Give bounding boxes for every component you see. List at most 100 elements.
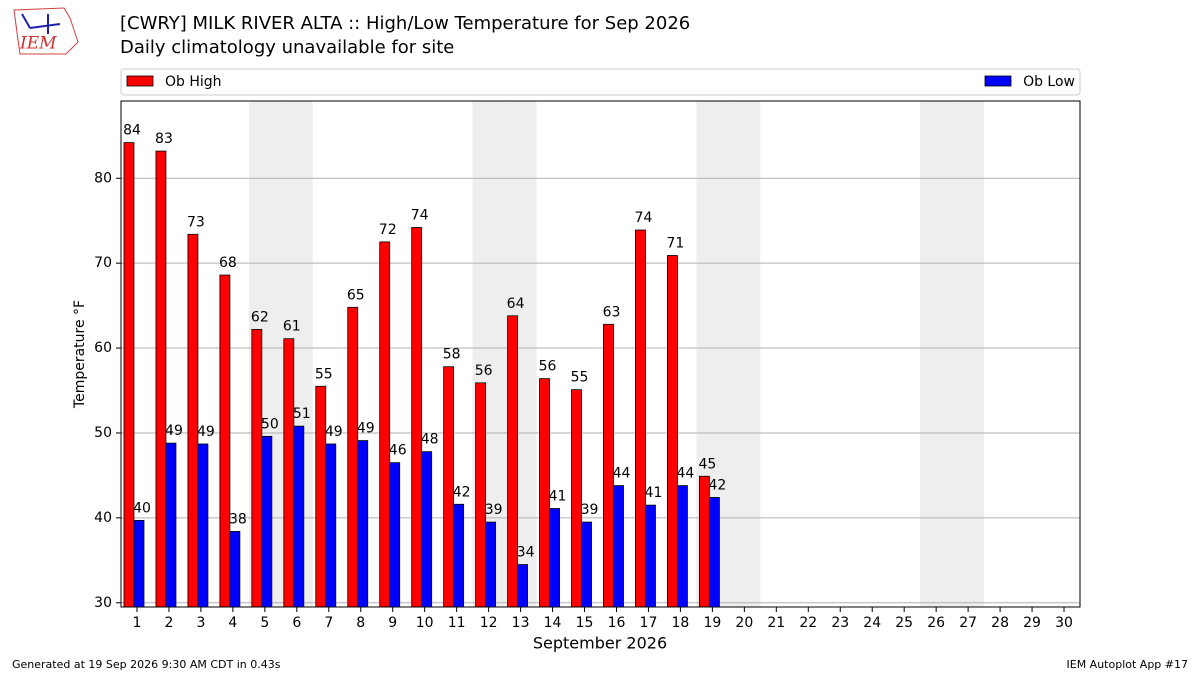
x-tick-label: 29 [1023, 615, 1041, 631]
value-label: 56 [539, 359, 557, 375]
legend-swatch [984, 75, 1012, 87]
x-tick-label: 4 [228, 615, 237, 631]
value-label: 62 [251, 309, 269, 325]
value-label: 83 [155, 131, 173, 147]
bar [581, 521, 592, 608]
bar [421, 451, 433, 608]
footer-left: Generated at 19 Sep 2026 9:30 AM CDT in … [12, 658, 281, 671]
legend-swatch [126, 75, 154, 87]
chart-title: [CWRY] MILK RIVER ALTA :: High/Low Tempe… [120, 13, 690, 34]
value-label: 44 [613, 466, 631, 482]
value-label: 39 [485, 502, 503, 518]
value-label: 74 [635, 210, 653, 226]
value-label: 39 [581, 502, 599, 518]
value-label: 42 [453, 484, 471, 500]
x-tick-label: 3 [196, 615, 205, 631]
y-tick-label: 80 [94, 170, 112, 186]
value-label: 49 [357, 421, 375, 437]
x-tick-label: 22 [799, 615, 817, 631]
bar [293, 425, 305, 608]
chart-subtitle: Daily climatology unavailable for site [120, 37, 454, 58]
x-tick-label: 18 [672, 615, 690, 631]
value-label: 41 [645, 485, 663, 501]
x-axis-label: September 2026 [533, 634, 667, 653]
bar [357, 440, 369, 608]
x-tick-label: 2 [164, 615, 173, 631]
value-label: 50 [261, 416, 279, 432]
x-tick-label: 20 [735, 615, 753, 631]
bar [325, 443, 337, 608]
x-tick-label: 30 [1055, 615, 1073, 631]
bar [261, 435, 273, 608]
x-tick-label: 17 [640, 615, 658, 631]
value-label: 84 [123, 123, 141, 139]
x-tick-label: 24 [863, 615, 881, 631]
value-label: 46 [389, 443, 407, 459]
x-tick-label: 10 [416, 615, 434, 631]
bar [133, 520, 145, 608]
value-label: 49 [197, 424, 215, 440]
bar [315, 385, 327, 608]
x-tick-label: 6 [292, 615, 301, 631]
bar [549, 508, 560, 608]
y-tick-label: 40 [94, 510, 112, 526]
x-tick-label: 21 [767, 615, 785, 631]
bar [165, 442, 177, 608]
bar [708, 497, 720, 608]
bar [667, 255, 678, 608]
bar [677, 485, 688, 608]
value-label: 73 [187, 214, 205, 230]
bar [389, 462, 401, 608]
x-tick-label: 13 [512, 615, 530, 631]
value-label: 55 [571, 370, 589, 386]
value-label: 65 [347, 287, 365, 303]
y-tick-label: 30 [94, 595, 112, 611]
footer-right: IEM Autoplot App #17 [1067, 658, 1189, 671]
bar [155, 150, 167, 608]
x-tick-label: 28 [991, 615, 1009, 631]
bar [197, 443, 209, 608]
x-tick-label: 25 [895, 615, 913, 631]
value-label: 41 [549, 489, 567, 505]
y-tick-label: 60 [94, 340, 112, 356]
value-label: 49 [165, 423, 183, 439]
bar [379, 241, 391, 608]
x-tick-label: 7 [324, 615, 333, 631]
legend-label: Ob Low [1023, 74, 1075, 90]
bar [283, 338, 295, 608]
x-tick-label: 19 [703, 615, 721, 631]
bar [251, 328, 263, 608]
bar [475, 382, 487, 608]
bar [347, 306, 359, 608]
x-tick-label: 23 [831, 615, 849, 631]
bar [698, 475, 710, 608]
bar [187, 233, 199, 608]
y-tick-label: 70 [94, 255, 112, 271]
value-label: 42 [708, 477, 726, 493]
bar [485, 521, 497, 608]
value-label: 68 [219, 255, 237, 271]
logo: IEM [13, 7, 79, 55]
plot-frame [120, 100, 1081, 608]
x-tick-label: 11 [448, 615, 466, 631]
value-label: 72 [379, 222, 397, 238]
x-tick-label: 5 [260, 615, 269, 631]
bar [123, 142, 135, 608]
x-tick-label: 27 [959, 615, 977, 631]
x-tick-label: 12 [480, 615, 498, 631]
value-label: 74 [411, 208, 429, 224]
weekend-shade [728, 101, 761, 607]
legend [120, 68, 1081, 96]
value-label: 56 [475, 363, 493, 379]
x-tick-label: 26 [927, 615, 945, 631]
value-label: 51 [293, 406, 311, 422]
bar [517, 564, 528, 608]
value-label: 45 [698, 456, 716, 472]
weekend-shade [920, 101, 953, 607]
value-label: 64 [507, 296, 525, 312]
value-label: 58 [443, 347, 461, 363]
value-label: 44 [677, 466, 695, 482]
x-tick-label: 14 [544, 615, 562, 631]
bar [453, 503, 465, 608]
